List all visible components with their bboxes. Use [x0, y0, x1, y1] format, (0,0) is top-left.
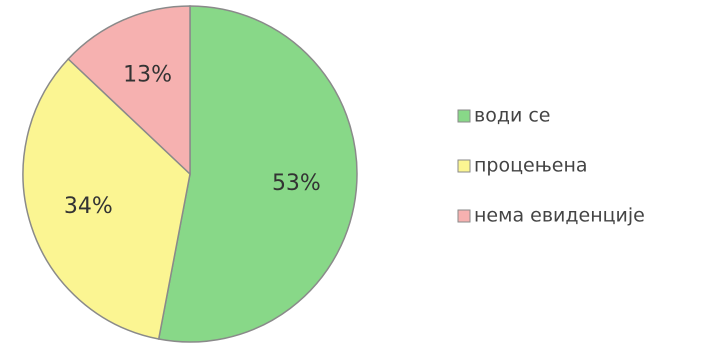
legend-label-2: процењена: [474, 155, 588, 177]
data-label-3: 13%: [123, 62, 172, 87]
pie-data-labels: 53% 34% 13%: [64, 62, 321, 219]
pie-slices: [22, 5, 358, 343]
legend-label-1: води се: [474, 105, 550, 127]
legend-swatch-2: [457, 159, 471, 173]
data-label-2: 34%: [64, 194, 113, 219]
pie-slice-2: [22, 57, 191, 340]
legend-label-3: нема евиденције: [474, 205, 645, 227]
pie-slice-1: [157, 5, 358, 343]
legend: води се процењена нема евиденције: [457, 105, 645, 227]
legend-swatch-1: [457, 109, 471, 123]
legend-swatch-3: [457, 209, 471, 223]
pie-slice-3: [67, 5, 191, 176]
data-label-1: 53%: [272, 171, 321, 196]
